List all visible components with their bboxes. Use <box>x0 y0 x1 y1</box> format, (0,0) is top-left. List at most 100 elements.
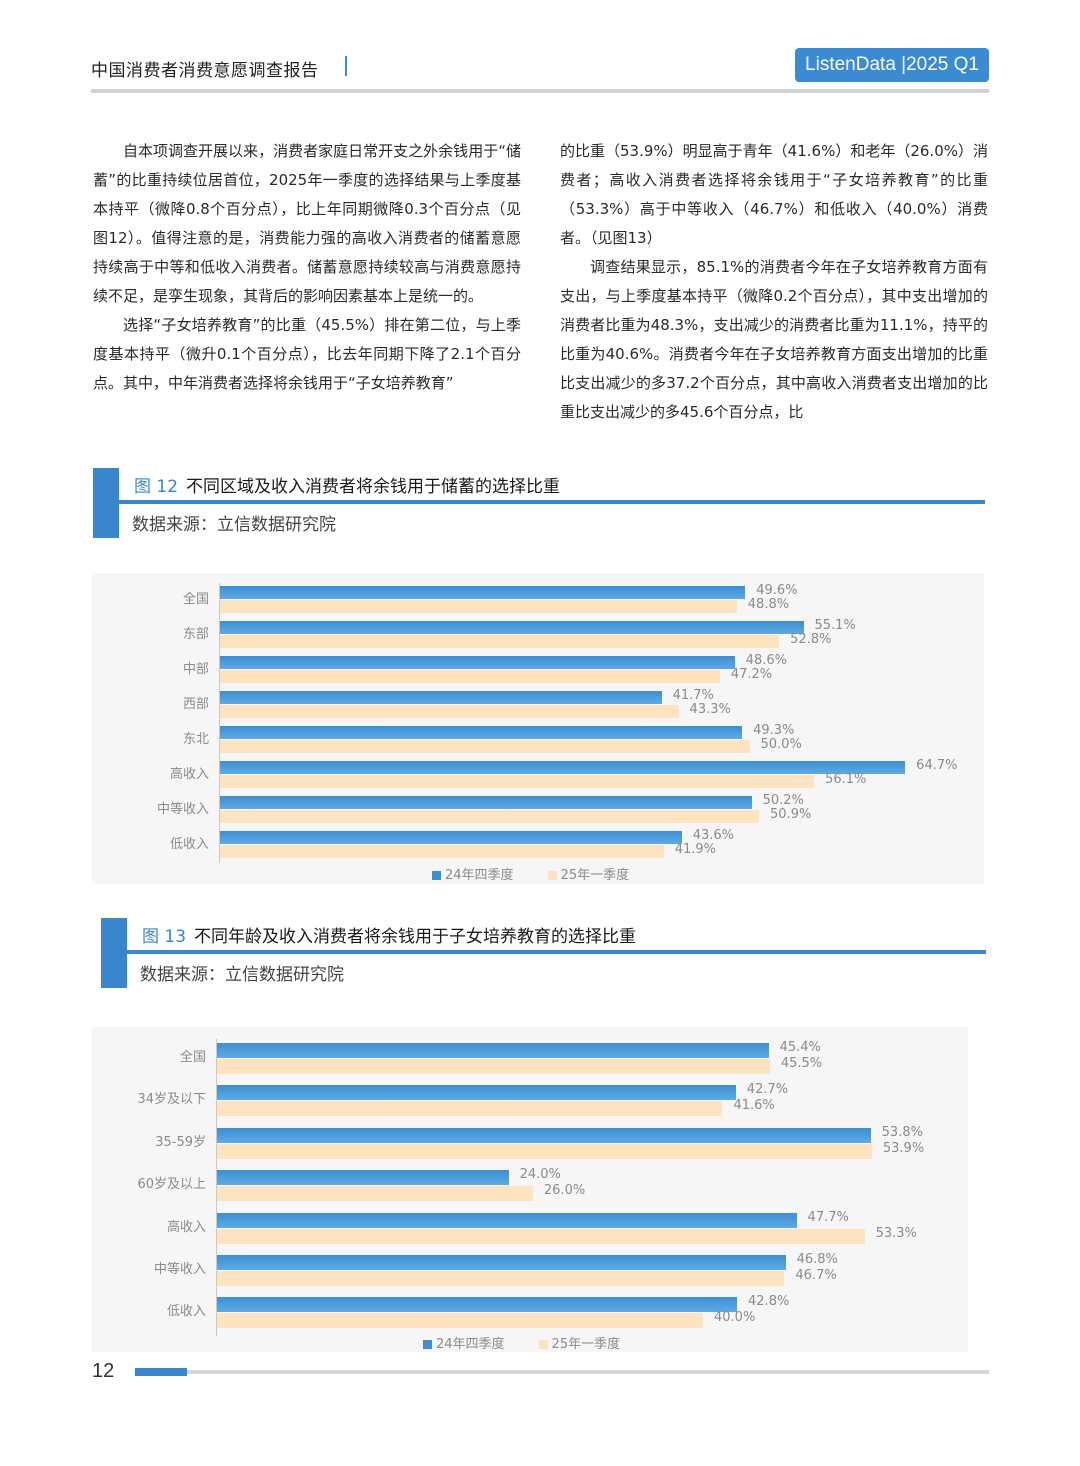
bar-q1-2025 <box>217 1059 770 1074</box>
value-label: 50.9% <box>770 807 812 822</box>
bar-q4-2024 <box>217 1043 769 1058</box>
figure-title: 图 13 不同年龄及收入消费者将余钱用于子女培养教育的选择比重 <box>142 922 636 947</box>
category-label: 东北 <box>182 732 209 747</box>
page-number: 12 <box>92 1360 115 1382</box>
bar-q4-2024 <box>217 1255 786 1270</box>
figure-title: 图 12 不同区域及收入消费者将余钱用于储蓄的选择比重 <box>134 472 560 497</box>
value-label: 45.5% <box>780 1056 823 1071</box>
value-label: 49.6% <box>756 583 798 598</box>
value-label: 24.0% <box>519 1167 561 1183</box>
bar-q1-2025 <box>220 845 664 858</box>
value-label: 48.8% <box>747 597 790 612</box>
figure-source: 数据来源：立信数据研究院 <box>132 515 336 535</box>
value-label: 47.7% <box>807 1209 849 1225</box>
page-header: 中国消费者消费意愿调查报告 ListenData |2025 Q1 <box>91 48 989 92</box>
header-rule <box>91 89 989 93</box>
value-label: 53.9% <box>882 1140 925 1156</box>
value-label: 52.8% <box>790 632 832 647</box>
value-label: 64.7% <box>916 758 958 773</box>
value-label: 49.3% <box>753 723 795 738</box>
value-label: 55.1% <box>814 618 856 633</box>
figure-title-text: 不同年龄及收入消费者将余钱用于子女培养教育的选择比重 <box>194 927 637 947</box>
bar-q4-2024 <box>217 1212 797 1228</box>
figure-12-heading: 图 12 不同区域及收入消费者将余钱用于储蓄的选择比重 数据来源：立信数据研究院 <box>93 468 985 540</box>
value-label: 46.7% <box>795 1268 837 1283</box>
value-label: 42.8% <box>748 1294 790 1310</box>
figure-number: 图 13 <box>142 927 187 947</box>
footer-accent <box>135 1368 187 1376</box>
bar-q4-2024 <box>220 691 662 704</box>
bar-q1-2025 <box>217 1143 872 1159</box>
legend-item: 25年一季度 <box>547 868 630 883</box>
bar-q1-2025 <box>217 1186 533 1202</box>
bar-q4-2024 <box>220 586 746 599</box>
category-label: 低收入 <box>169 837 209 852</box>
value-label: 41.9% <box>674 842 717 857</box>
chart-education: 全国 45.4% 45.5% 34岁及以下 42.7% 41.6% 35-59岁 53.8% 5… <box>92 1027 968 1352</box>
value-label: 53.8% <box>881 1124 923 1140</box>
category-label: 60岁及以上 <box>137 1177 206 1193</box>
category-label: 中等收入 <box>156 802 209 817</box>
chart-legend: 24年四季度 25年一季度 <box>432 864 663 883</box>
heading-rule <box>119 500 985 504</box>
y-axis <box>219 583 220 863</box>
category-label: 34岁及以下 <box>137 1092 206 1108</box>
bar-q1-2025 <box>220 670 720 683</box>
bar-q4-2024 <box>220 621 804 634</box>
value-label: 41.6% <box>733 1098 775 1114</box>
bar-q4-2024 <box>220 656 735 669</box>
value-label: 47.2% <box>730 667 773 682</box>
body-column-right: 的比重（53.9%）明显高于青年（41.6%）和老年（26.0%）消费者；高收入… <box>560 137 988 427</box>
figure-title-text: 不同区域及收入消费者将余钱用于储蓄的选择比重 <box>186 477 561 497</box>
value-label: 26.0% <box>543 1183 586 1199</box>
category-label: 中等收入 <box>153 1262 206 1277</box>
legend-swatch <box>432 871 441 880</box>
category-label: 西部 <box>182 697 209 712</box>
bar-q1-2025 <box>220 705 679 718</box>
legend-item: 24年四季度 <box>423 1337 505 1352</box>
value-label: 43.6% <box>692 828 735 843</box>
heading-accent-bar <box>101 918 127 988</box>
value-label: 48.6% <box>745 653 787 668</box>
figure-source: 数据来源：立信数据研究院 <box>140 965 344 985</box>
value-label: 50.0% <box>760 737 802 752</box>
bar-q4-2024 <box>220 796 752 809</box>
heading-rule <box>127 950 986 954</box>
legend-swatch <box>423 1340 432 1349</box>
figure-number: 图 12 <box>134 477 179 497</box>
category-label: 全国 <box>179 1050 206 1065</box>
bar-q1-2025 <box>220 740 750 753</box>
bar-q4-2024 <box>217 1085 736 1101</box>
heading-accent-bar <box>93 468 119 538</box>
category-label: 全国 <box>182 592 209 607</box>
category-label: 高收入 <box>166 1219 206 1235</box>
legend-label: 25年一季度 <box>551 1337 621 1352</box>
value-label: 40.0% <box>714 1310 756 1326</box>
bar-q1-2025 <box>217 1228 865 1244</box>
figure-13-heading: 图 13 不同年龄及收入消费者将余钱用于子女培养教育的选择比重 数据来源：立信数据… <box>101 918 986 990</box>
brand-badge: ListenData |2025 Q1 <box>795 48 989 82</box>
category-label: 中部 <box>182 662 209 677</box>
value-label: 53.3% <box>875 1225 917 1241</box>
bar-q1-2025 <box>220 600 737 613</box>
legend-swatch <box>538 1340 548 1349</box>
bar-q1-2025 <box>220 775 815 788</box>
legend-label: 24年四季度 <box>436 1337 505 1352</box>
bar-q4-2024 <box>220 726 743 739</box>
paragraph: 调查结果显示，85.1%的消费者今年在子女培养教育方面有支出，与上季度基本持平（… <box>560 258 988 421</box>
bar-q4-2024 <box>217 1297 738 1313</box>
paragraph: 的比重（53.9%）明显高于青年（41.6%）和老年（26.0%）消费者；高收入… <box>560 142 988 247</box>
report-title: 中国消费者消费意愿调查报告 <box>91 61 319 81</box>
value-label: 46.8% <box>796 1252 838 1267</box>
footer-rule <box>135 1370 989 1374</box>
value-label: 56.1% <box>825 772 867 787</box>
legend-label: 25年一季度 <box>560 868 630 883</box>
chart-legend: 24年四季度 25年一季度 <box>423 1333 654 1352</box>
bar-q1-2025 <box>217 1101 723 1117</box>
bar-q1-2025 <box>220 635 780 648</box>
bar-q4-2024 <box>217 1127 871 1143</box>
value-label: 45.4% <box>779 1040 821 1055</box>
bar-q1-2025 <box>220 810 760 823</box>
value-label: 42.7% <box>746 1082 789 1098</box>
bar-q4-2024 <box>220 761 906 774</box>
